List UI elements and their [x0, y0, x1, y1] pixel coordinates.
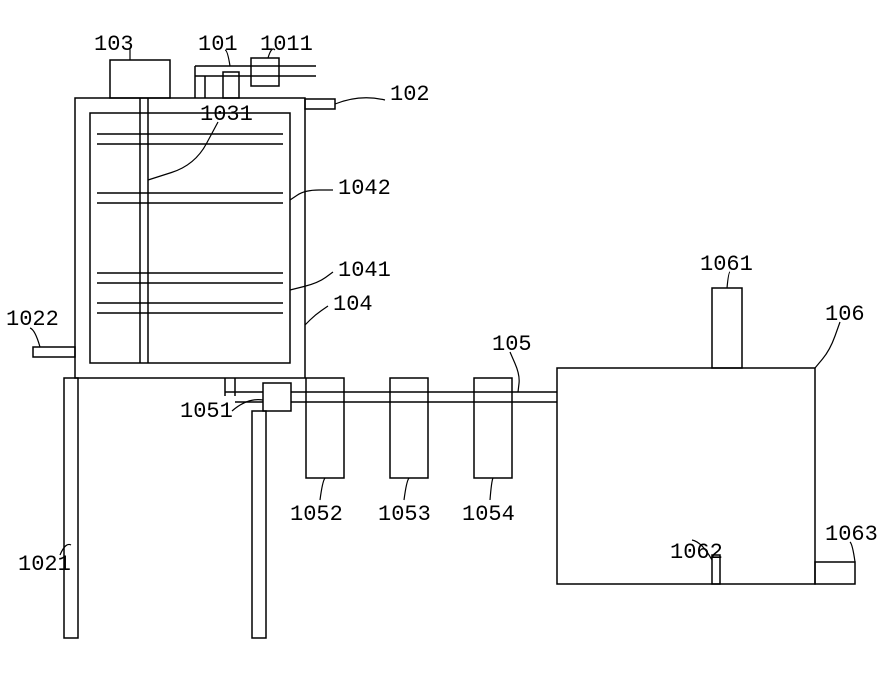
upper-outlet-102-back — [305, 99, 335, 109]
label-1061: 1061 — [700, 252, 753, 277]
label-1041: 1041 — [338, 258, 391, 283]
outlet-1063 — [815, 562, 855, 584]
label-104: 104 — [333, 292, 373, 317]
label-1054: 1054 — [462, 502, 515, 527]
label-101: 101 — [198, 32, 238, 57]
right-leg — [252, 411, 266, 638]
leader-104 — [305, 306, 328, 325]
label-106: 106 — [825, 302, 865, 327]
label-103: 103 — [94, 32, 134, 57]
label-1053: 1053 — [378, 502, 431, 527]
reactor-outer — [75, 98, 305, 378]
leader-1031 — [148, 122, 218, 180]
reactor-inner — [90, 113, 290, 363]
label-1063: 1063 — [825, 522, 878, 547]
filter-1053 — [390, 378, 428, 478]
label-1052: 1052 — [290, 502, 343, 527]
valve-1051 — [263, 383, 291, 411]
label-1021: 1021 — [18, 552, 71, 577]
leader-106 — [815, 322, 840, 368]
leader-1052 — [320, 478, 325, 500]
leader-1042 — [290, 190, 333, 200]
filter-1052 — [306, 378, 344, 478]
diagram-canvas: 1031011011102103110421041104102210211051… — [0, 0, 891, 691]
leader-1053 — [404, 478, 409, 500]
leader-102 — [335, 98, 385, 104]
label-1022: 1022 — [6, 307, 59, 332]
label-102: 102 — [390, 82, 430, 107]
label-1042: 1042 — [338, 176, 391, 201]
label-1062: 1062 — [670, 540, 723, 565]
leader-1041 — [290, 272, 333, 290]
filter-1054 — [474, 378, 512, 478]
motor-103 — [110, 60, 170, 98]
left-leg — [64, 378, 78, 638]
valve-1011 — [251, 58, 279, 86]
label-1031: 1031 — [200, 102, 253, 127]
label-1011: 1011 — [260, 32, 313, 57]
leader-1054 — [490, 478, 493, 500]
chimney-1061 — [712, 288, 742, 368]
label-105: 105 — [492, 332, 532, 357]
label-1051: 1051 — [180, 399, 233, 424]
lower-outlet-1022 — [33, 347, 75, 357]
